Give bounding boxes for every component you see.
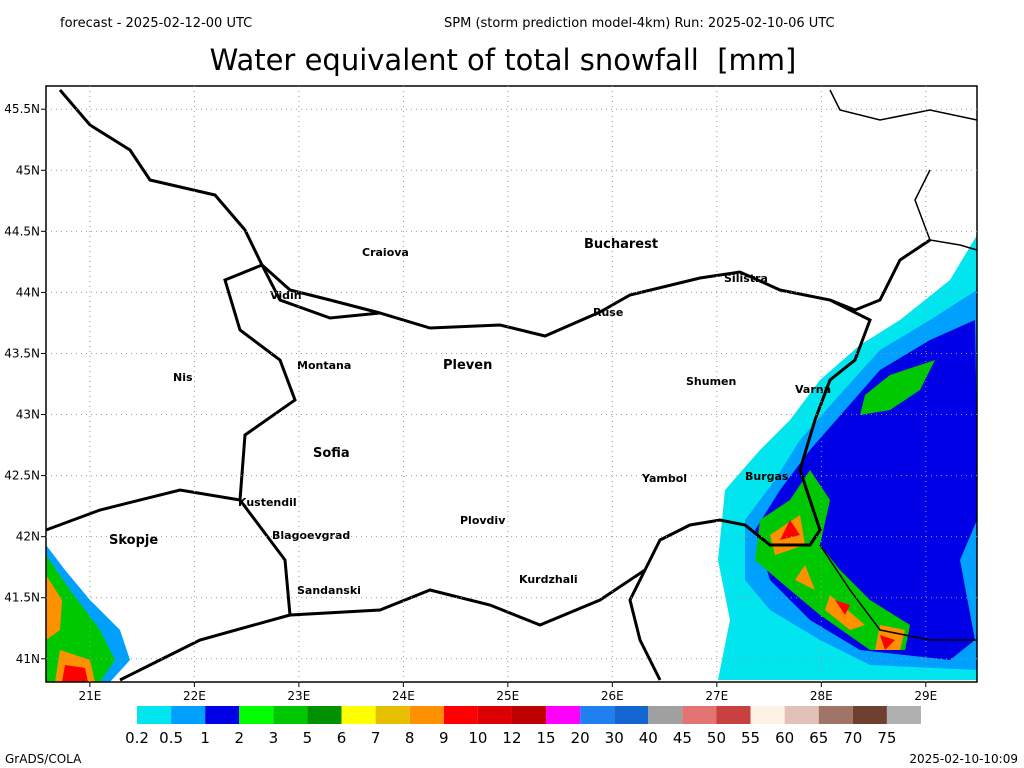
colorbar-box <box>852 706 887 724</box>
colorbar-label: 12 <box>502 729 521 747</box>
city: Skopje <box>109 533 158 548</box>
city: Silistra <box>724 272 768 285</box>
city: Blagoevgrad <box>272 529 350 542</box>
y-tick-label: 45.5N <box>4 102 40 116</box>
y-tick-label: 44N <box>16 285 40 299</box>
city: Burgas <box>745 470 789 483</box>
city: Kurdzhali <box>519 573 578 586</box>
colorbar-box <box>750 706 785 724</box>
footer-right: 2025-02-10-10:09 <box>909 752 1018 766</box>
colorbar-box <box>205 706 240 724</box>
x-tick-label: 25E <box>496 689 519 703</box>
colorbar-label: 65 <box>809 729 828 747</box>
colorbar-label: 55 <box>741 729 760 747</box>
snow-field <box>46 235 977 682</box>
colorbar-box <box>580 706 615 724</box>
city: Ruse <box>593 306 623 319</box>
colorbar-box <box>239 706 274 724</box>
x-tick-label: 27E <box>705 689 728 703</box>
city: Sandanski <box>297 584 361 597</box>
colorbar-box <box>614 706 649 724</box>
colorbar-label: 3 <box>269 729 279 747</box>
y-tick-label: 43.5N <box>4 346 40 360</box>
colorbar-box <box>171 706 206 724</box>
y-tick-label: 42N <box>16 530 40 544</box>
city: Kustendil <box>238 496 297 509</box>
city: Montana <box>297 359 351 372</box>
colorbar-box <box>273 706 308 724</box>
city: Vidin <box>270 289 302 302</box>
y-tick-label: 44.5N <box>4 224 40 238</box>
colorbar-box <box>716 706 751 724</box>
colorbar-label: 40 <box>639 729 658 747</box>
colorbar-label: 60 <box>775 729 794 747</box>
colorbar-label: 30 <box>605 729 624 747</box>
colorbar-label: 45 <box>673 729 692 747</box>
city: Shumen <box>686 375 736 388</box>
footer-left: GrADS/COLA <box>5 752 82 766</box>
y-tick-label: 42.5N <box>4 469 40 483</box>
city: Nis <box>173 371 193 384</box>
colorbar-label: 20 <box>571 729 590 747</box>
borders <box>45 89 978 682</box>
city: Sofia <box>313 446 350 461</box>
colorbar-label: 50 <box>707 729 726 747</box>
x-tick-label: 23E <box>287 689 310 703</box>
colorbar-box <box>443 706 478 724</box>
colorbar-box <box>137 706 172 724</box>
colorbar-label: 5 <box>303 729 313 747</box>
city: Plovdiv <box>460 514 506 527</box>
colorbar-box <box>409 706 444 724</box>
colorbar-label: 8 <box>405 729 415 747</box>
run-label: SPM (storm prediction model-4km) Run: 20… <box>444 16 835 31</box>
colorbar-label: 0.5 <box>159 729 183 747</box>
title: Water equivalent of total snowfall [mm] <box>210 43 797 77</box>
y-tick-label: 43N <box>16 408 40 422</box>
x-tick-label: 22E <box>183 689 206 703</box>
x-tick-label: 21E <box>78 689 101 703</box>
x-tick-label: 26E <box>601 689 624 703</box>
colorbar-box <box>375 706 410 724</box>
colorbar-label: 0.2 <box>125 729 149 747</box>
colorbar-label: 15 <box>536 729 555 747</box>
colorbar-box <box>477 706 512 724</box>
colorbar-box <box>886 706 921 724</box>
colorbar-box <box>818 706 853 724</box>
colorbar-box <box>682 706 717 724</box>
colorbar-label: 75 <box>877 729 896 747</box>
city: Craiova <box>362 246 409 259</box>
colorbar-box <box>511 706 547 724</box>
x-tick-label: 28E <box>810 689 833 703</box>
city: Yambol <box>641 472 687 485</box>
colorbar-label: 1 <box>200 729 210 747</box>
city: Varna <box>795 383 831 396</box>
map-frame <box>45 85 978 683</box>
y-tick-label: 45N <box>16 163 40 177</box>
colorbar-label: 70 <box>843 729 862 747</box>
y-tick-label: 41N <box>16 652 40 666</box>
colorbar-box <box>546 706 581 724</box>
x-tick-label: 29E <box>914 689 937 703</box>
colorbar-label: 6 <box>337 729 347 747</box>
colorbar-label: 10 <box>468 729 487 747</box>
x-tick-label: 24E <box>392 689 415 703</box>
colorbar-label: 2 <box>234 729 244 747</box>
city: Pleven <box>443 358 492 373</box>
forecast-label: forecast - 2025-02-12-00 UTC <box>60 16 252 31</box>
colorbar-box <box>784 706 819 724</box>
city: Bucharest <box>584 237 658 252</box>
y-tick-label: 41.5N <box>4 591 40 605</box>
colorbar-box <box>341 706 376 724</box>
colorbar-box <box>307 706 342 724</box>
colorbar-label: 9 <box>439 729 449 747</box>
colorbar-box <box>648 706 683 724</box>
colorbar-label: 7 <box>371 729 381 747</box>
